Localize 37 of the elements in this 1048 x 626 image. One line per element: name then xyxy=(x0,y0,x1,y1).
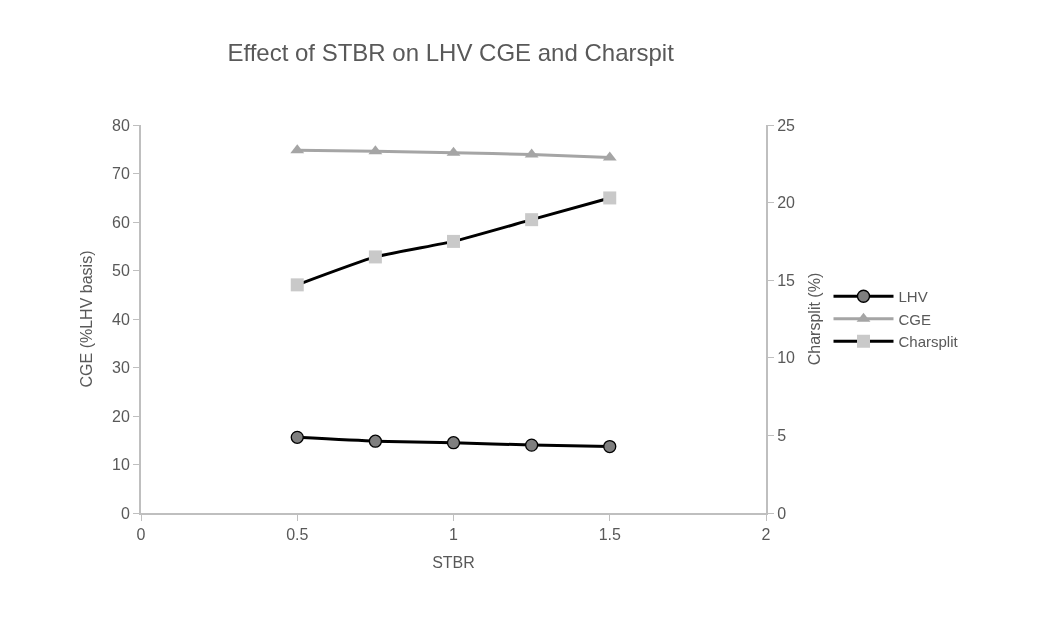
y-tick-label: 0 xyxy=(120,504,130,522)
x-tick-label: 1.5 xyxy=(598,526,621,544)
y-tick-label: 10 xyxy=(112,456,130,474)
y2-tick-label: 5 xyxy=(777,427,787,444)
point xyxy=(524,438,539,452)
y-tick-label: 50 xyxy=(112,262,130,280)
point xyxy=(447,234,460,248)
y-tick-label: 30 xyxy=(112,359,130,377)
point xyxy=(290,278,304,292)
y-axis-title: CGE (%LHV basis) xyxy=(78,250,96,388)
x-axis-title: STBR xyxy=(432,554,475,572)
point xyxy=(368,434,383,448)
legend-label: Charsplit xyxy=(898,333,959,351)
x-tick-label: 0 xyxy=(136,526,146,544)
y-tick-label: 80 xyxy=(112,116,130,134)
y2-tick-label: 0 xyxy=(777,504,787,522)
y-tick-label: 60 xyxy=(112,213,130,231)
legend-label: LHV xyxy=(898,288,928,306)
y-tick-label: 40 xyxy=(112,310,130,328)
point xyxy=(446,436,461,450)
y2-axis-title: Charsplit (%) xyxy=(806,272,824,366)
point xyxy=(603,439,617,454)
y2-tick-label: 10 xyxy=(777,349,796,367)
y2-tick-label: 20 xyxy=(777,194,796,212)
point xyxy=(603,191,617,205)
point xyxy=(525,213,539,227)
chart-title: Effect of STBR on LHV CGE and Charspit xyxy=(227,38,675,66)
legend-label: CGE xyxy=(898,310,932,328)
point xyxy=(368,250,382,264)
y2-tick-label: 25 xyxy=(777,116,796,134)
y-tick-label: 20 xyxy=(112,407,130,425)
point xyxy=(290,430,304,444)
x-tick-label: 0.5 xyxy=(286,526,309,544)
y2-tick-label: 15 xyxy=(777,271,796,289)
x-tick-label: 2 xyxy=(761,526,771,544)
y-tick-label: 70 xyxy=(112,165,130,183)
x-tick-label: 1 xyxy=(449,526,459,544)
